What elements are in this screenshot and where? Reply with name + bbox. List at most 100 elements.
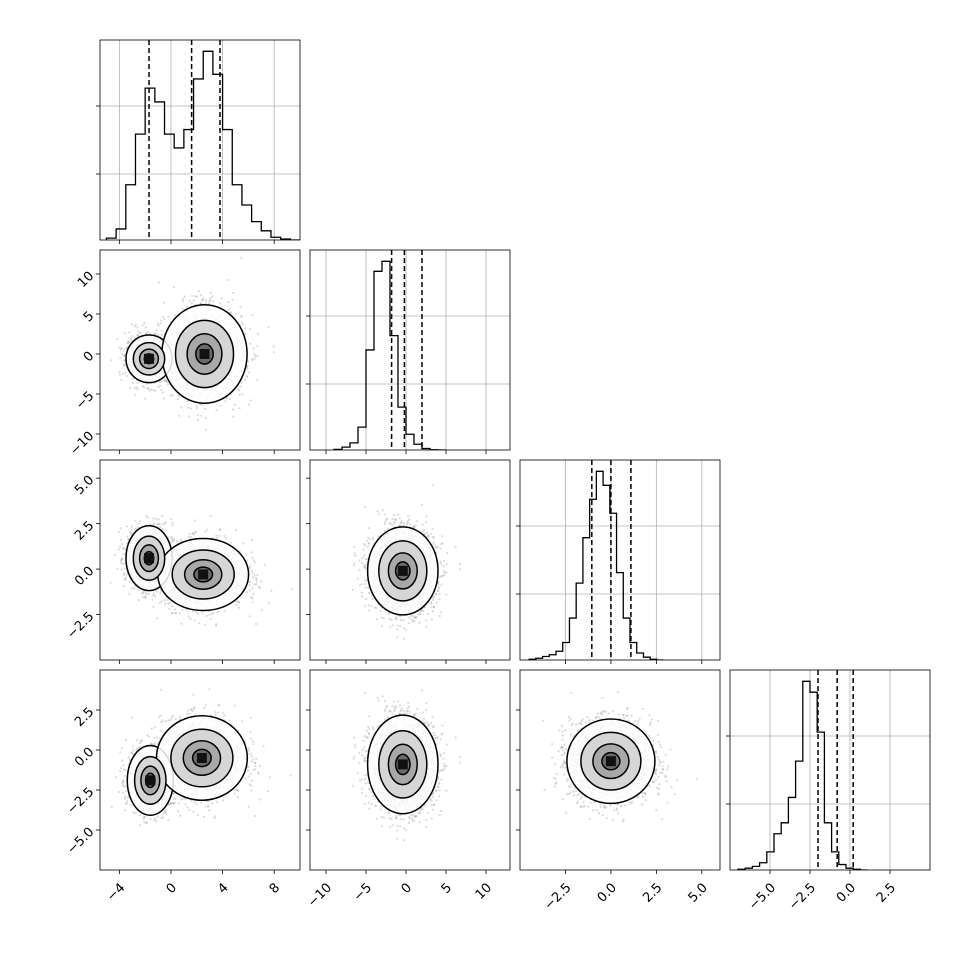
- scatter-point: [123, 355, 126, 358]
- scatter-point: [204, 407, 207, 411]
- scatter-point: [204, 416, 207, 420]
- scatter-point: [195, 295, 198, 298]
- scatter-point: [239, 305, 242, 308]
- scatter-point: [135, 386, 139, 389]
- scatter-point: [126, 535, 129, 538]
- scatter-point: [237, 387, 240, 390]
- scatter-point: [247, 371, 250, 374]
- scatter-point: [158, 523, 161, 526]
- scatter-point: [257, 333, 260, 336]
- scatter-point: [246, 375, 249, 378]
- scatter-point: [181, 307, 184, 311]
- density-group-1-0: [110, 256, 275, 431]
- scatter-point: [228, 397, 231, 400]
- scatter-point: [163, 522, 166, 525]
- scatter-point: [171, 521, 174, 524]
- scatter-point: [166, 598, 169, 601]
- scatter-point: [183, 295, 186, 298]
- scatter-point: [196, 418, 200, 421]
- scatter-point: [253, 357, 257, 360]
- scatter-point: [171, 612, 174, 615]
- scatter-point: [240, 321, 243, 324]
- scatter-point: [162, 391, 165, 394]
- scatter-point: [169, 601, 172, 604]
- scatter-point: [243, 378, 246, 381]
- scatter-point: [128, 331, 131, 334]
- scatter-point: [130, 587, 134, 590]
- scatter-point: [120, 568, 123, 571]
- scatter-point: [145, 592, 148, 595]
- scatter-point: [139, 331, 142, 334]
- scatter-point: [225, 397, 228, 400]
- scatter-point: [122, 354, 125, 357]
- scatter-point: [157, 518, 160, 521]
- scatter-point: [154, 332, 157, 335]
- scatter-point: [161, 329, 164, 332]
- scatter-point: [211, 295, 214, 298]
- scatter-point: [136, 526, 140, 529]
- scatter-point: [130, 337, 133, 340]
- scatter-point: [191, 610, 194, 613]
- scatter-point: [238, 407, 241, 410]
- scatter-point: [122, 547, 125, 550]
- scatter-point: [215, 534, 218, 537]
- scatter-point: [142, 596, 145, 599]
- scatter-point: [198, 622, 201, 625]
- scatter-point: [200, 299, 203, 302]
- scatter-point: [149, 332, 152, 335]
- scatter-point: [188, 532, 191, 535]
- scatter-point: [229, 307, 232, 310]
- scatter-point: [171, 524, 174, 527]
- ytick-label-1-2: 0: [81, 349, 97, 365]
- scatter-point: [190, 294, 194, 297]
- scatter-point: [214, 624, 217, 627]
- scatter-point: [256, 379, 259, 382]
- scatter-point: [204, 623, 207, 626]
- scatter-point: [242, 323, 245, 326]
- scatter-point: [169, 394, 172, 397]
- scatter-point: [236, 600, 239, 603]
- scatter-point: [128, 531, 131, 534]
- scatter-point: [249, 596, 253, 599]
- scatter-point: [110, 359, 113, 362]
- scatter-point: [127, 537, 130, 540]
- scatter-point: [120, 558, 123, 561]
- scatter-point: [253, 583, 256, 586]
- scatter-point: [209, 514, 212, 517]
- scatter-point: [250, 551, 253, 554]
- scatter-point: [142, 386, 146, 389]
- scatter-point: [121, 353, 124, 356]
- scatter-point: [248, 580, 252, 584]
- scatter-point: [123, 567, 126, 570]
- scatter-point: [237, 601, 240, 604]
- scatter-point: [152, 605, 155, 608]
- scatter-point: [128, 580, 132, 583]
- scatter-point: [122, 584, 125, 588]
- scatter-point: [200, 414, 203, 417]
- scatter-point: [160, 388, 163, 391]
- scatter-point: [251, 358, 254, 361]
- scatter-point: [263, 563, 266, 566]
- scatter-point: [139, 520, 142, 523]
- scatter-point: [188, 299, 191, 302]
- scatter-point: [255, 577, 258, 580]
- scatter-point: [125, 525, 129, 528]
- scatter-point: [141, 384, 145, 387]
- scatter-point: [176, 540, 179, 543]
- scatter-point: [245, 591, 248, 594]
- scatter-point: [190, 302, 193, 305]
- scatter-point: [130, 533, 133, 536]
- scatter-point: [118, 346, 121, 349]
- scatter-point: [134, 323, 138, 326]
- scatter-point: [231, 415, 235, 418]
- scatter-point: [157, 324, 160, 327]
- scatter-point: [209, 299, 212, 302]
- scatter-point: [130, 529, 133, 532]
- scatter-point: [209, 617, 212, 621]
- scatter-point: [180, 406, 183, 409]
- scatter-point: [139, 332, 142, 335]
- scatter-point: [165, 380, 168, 383]
- scatter-point: [227, 309, 230, 312]
- scatter-point: [137, 330, 140, 333]
- scatter-point: [181, 608, 184, 611]
